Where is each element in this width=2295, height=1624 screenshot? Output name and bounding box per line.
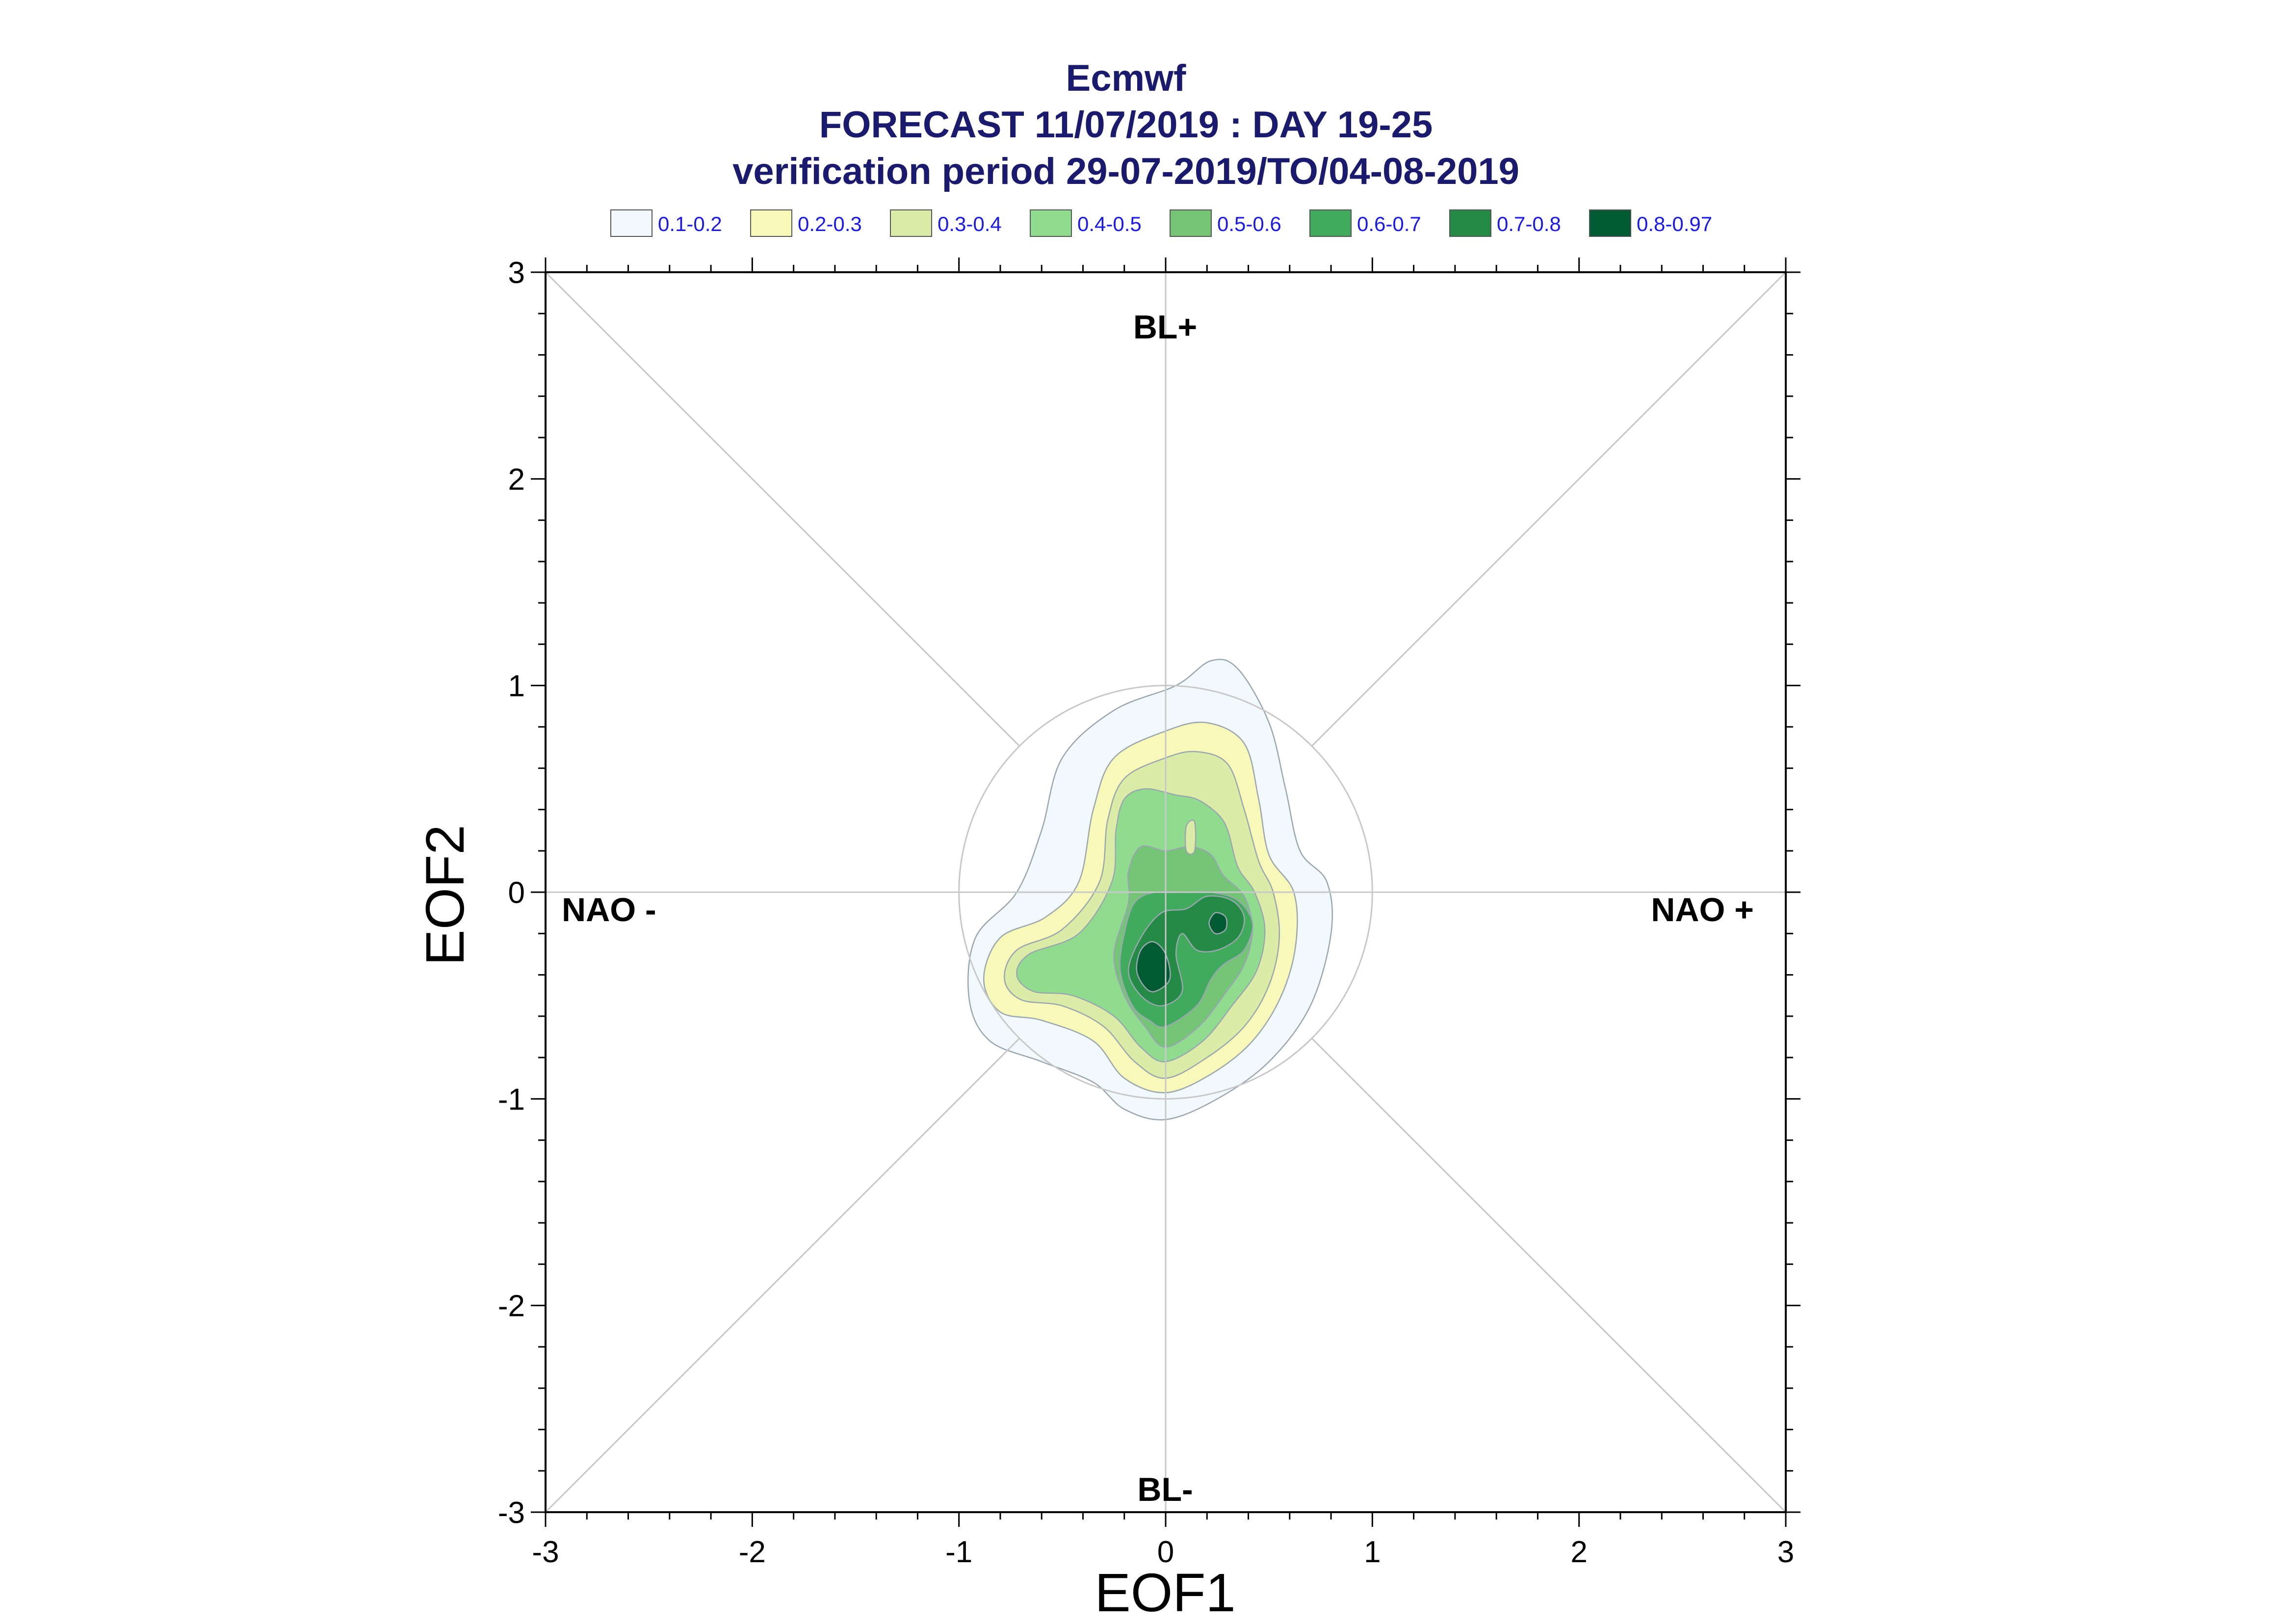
guide-lines [545,271,1787,1513]
legend-swatch [1030,209,1072,237]
x-tick-label: 1 [1364,1535,1381,1569]
y-tick-label: -3 [498,1496,525,1530]
diagonal-guide-line [545,1037,1020,1513]
chart-title: Ecmwf FORECAST 11/07/2019 : DAY 19-25 ve… [732,57,1519,192]
legend-label: 0.3-0.4 [938,212,1002,235]
unit-circle [958,685,1373,1100]
diagonal-guide-line [1311,271,1787,747]
y-tick-label: -2 [498,1289,525,1323]
x-tick-label: 2 [1570,1535,1587,1569]
legend-label: 0.4-0.5 [1077,212,1142,235]
diagonal-guide-line [545,271,1020,747]
contour-band [1208,912,1228,935]
title-line-3: verification period 29-07-2019/TO/04-08-… [732,151,1519,192]
x-tick-label: 0 [1157,1535,1174,1569]
legend-swatch [1309,209,1352,237]
legend-swatch [1170,209,1212,237]
region-labels: BL+ BL- NAO - NAO + [562,309,1754,1508]
y-tick-label: 3 [508,256,525,290]
title-line-1: Ecmwf [1066,57,1187,99]
legend-label: 0.1-0.2 [658,212,722,235]
x-axis-title: EOF1 [1095,1563,1235,1623]
x-tick-label: 3 [1777,1535,1794,1569]
y-tick-label: 0 [508,876,525,910]
legend: 0.1-0.2 0.2-0.3 0.3-0.4 0.4-0.5 0.5-0.6 0.6-0… [610,209,1712,237]
legend-label: 0.5-0.6 [1217,212,1281,235]
contour-band [1136,941,1171,993]
x-tick-label: -2 [739,1535,766,1569]
y-tick-label: 2 [508,463,525,496]
legend-label: 0.8-0.97 [1637,212,1712,235]
legend-swatch [1589,209,1631,237]
legend-swatch [750,209,792,237]
y-tick-label: 1 [508,670,525,703]
legend-swatch [1449,209,1491,237]
contour-hole [1184,819,1197,855]
legend-label: 0.6-0.7 [1357,212,1421,235]
title-line-2: FORECAST 11/07/2019 : DAY 19-25 [819,104,1433,146]
y-axis-title: EOF2 [415,825,475,965]
x-tick-label: -1 [945,1535,972,1569]
contour-layer [967,659,1333,1121]
legend-label: 0.2-0.3 [798,212,862,235]
legend-swatch [890,209,932,237]
region-label-bl-plus: BL+ [1133,309,1197,346]
legend-swatch [610,209,652,237]
axis-ticks: -3 -2 -1 0 1 2 3 -3 -2 -1 0 1 2 3 [498,256,1800,1569]
y-tick-label: -1 [498,1083,525,1116]
region-label-nao-plus: NAO + [1651,891,1754,928]
diagonal-guide-line [1311,1037,1787,1513]
region-label-bl-minus: BL- [1137,1471,1193,1508]
legend-label: 0.7-0.8 [1497,212,1561,235]
plot-area: -3 -2 -1 0 1 2 3 -3 -2 -1 0 1 2 3 [498,256,1800,1569]
x-tick-label: -3 [532,1535,559,1569]
region-label-nao-minus: NAO - [562,891,656,928]
